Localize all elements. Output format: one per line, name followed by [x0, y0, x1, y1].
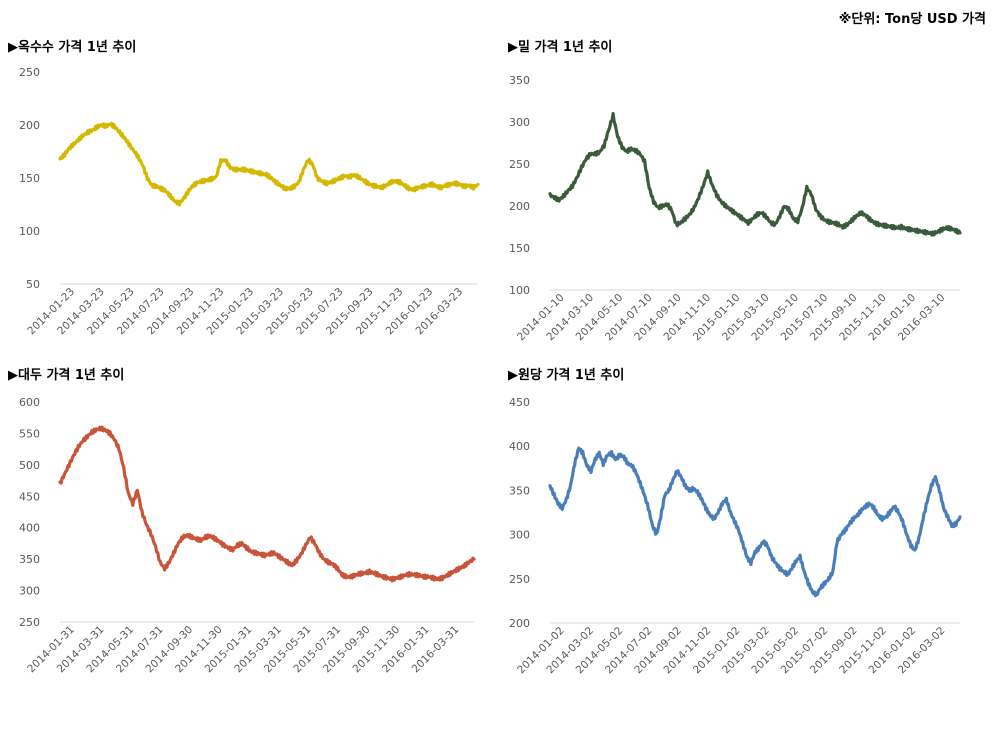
chart-title-wheat: ▶밀 가격 1년 추이 — [508, 40, 613, 55]
y-tick-label: 200 — [19, 119, 40, 132]
y-tick-label: 200 — [509, 617, 530, 630]
price-series-line — [548, 446, 962, 598]
y-tick-label: 50 — [26, 278, 40, 291]
y-tick-label: 250 — [19, 616, 40, 629]
y-tick-label: 450 — [509, 396, 530, 409]
chart-svg-sugar: 2002503003504004502014-01-022014-03-0220… — [509, 396, 962, 676]
y-tick-label: 200 — [509, 200, 530, 213]
y-tick-label: 300 — [509, 529, 530, 542]
y-tick-label: 500 — [19, 459, 40, 472]
y-tick-label: 250 — [19, 66, 40, 79]
y-tick-label: 100 — [509, 284, 530, 297]
chart-svg-soybean: 2503003504004505005506002014-01-312014-0… — [19, 396, 476, 675]
y-tick-label: 100 — [19, 225, 40, 238]
chart-title-corn: ▶옥수수 가격 1년 추이 — [8, 40, 137, 55]
y-tick-label: 250 — [509, 573, 530, 586]
y-tick-label: 600 — [19, 396, 40, 409]
y-tick-label: 350 — [509, 74, 530, 87]
y-tick-label: 350 — [19, 553, 40, 566]
y-tick-label: 300 — [19, 585, 40, 598]
chart-title-soybean: ▶대두 가격 1년 추이 — [8, 368, 125, 383]
chart-panel-corn: ▶옥수수 가격 1년 추이 50 100 150 200 250 2014-01-23 20… — [0, 36, 490, 376]
y-tick-label: 250 — [509, 158, 530, 171]
chart-panel-wheat: ▶밀 가격 1년 추이 100 150 200 250 300 350 2014-01-10… — [500, 36, 990, 376]
chart-panel-soybean: ▶대두 가격 1년 추이 250 300 350 400 450 500 550 600 201… — [0, 364, 490, 704]
chart-title-sugar: ▶원당 가격 1년 추이 — [508, 368, 625, 383]
unit-note: ※단위: Ton당 USD 가격 — [838, 12, 986, 27]
y-tick-label: 550 — [19, 427, 40, 440]
chart-svg-corn: 501001502002502014-01-232014-03-232014-0… — [19, 66, 480, 337]
y-tick-label: 300 — [509, 116, 530, 129]
chart-panel-sugar: ▶원당 가격 1년 추이 200 250 300 350 400 450 2014-01-0… — [500, 364, 990, 704]
y-tick-label: 400 — [19, 522, 40, 535]
y-tick-label: 350 — [509, 484, 530, 497]
y-tick-label: 150 — [19, 172, 40, 185]
price-series-line — [548, 111, 962, 237]
y-tick-label: 150 — [509, 242, 530, 255]
price-series-line — [58, 425, 476, 583]
y-tick-label: 400 — [509, 440, 530, 453]
y-tick-label: 450 — [19, 490, 40, 503]
price-series-line — [58, 121, 480, 207]
chart-svg-wheat: 1001502002503003502014-01-102014-03-1020… — [509, 74, 962, 343]
